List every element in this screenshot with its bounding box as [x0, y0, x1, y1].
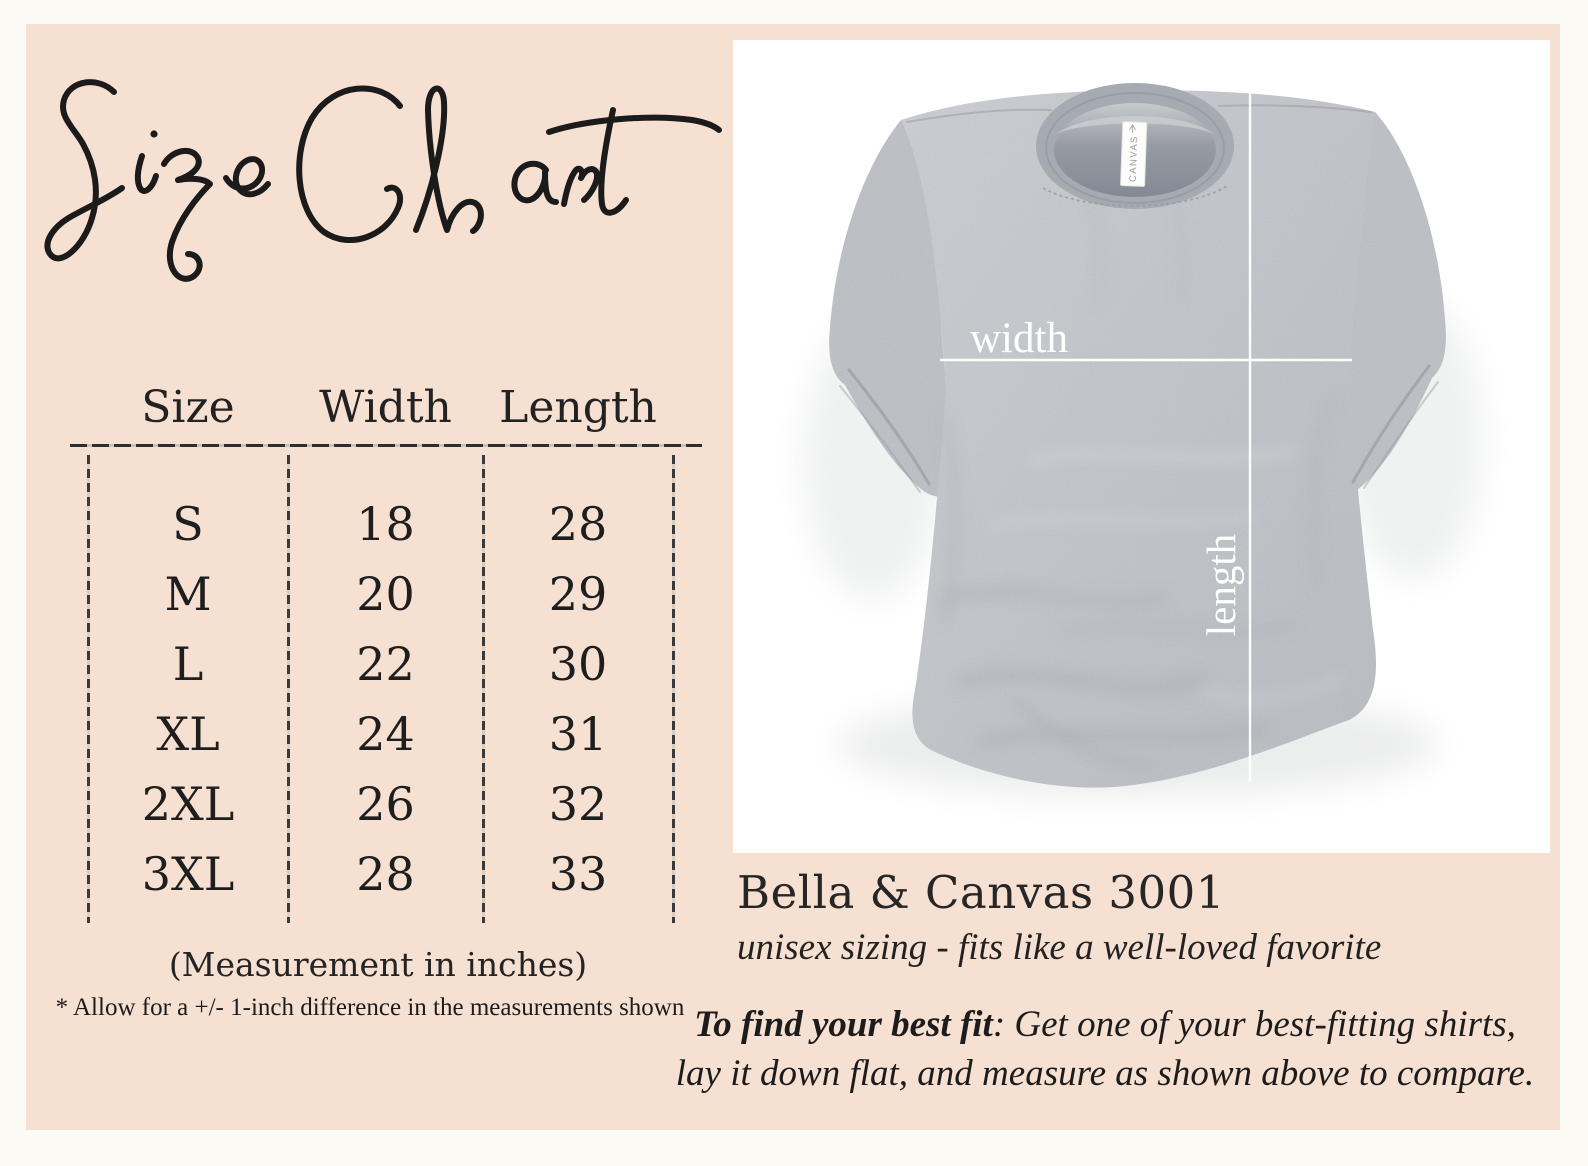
table-cell: 24	[356, 707, 415, 761]
table-divider-right	[672, 455, 675, 923]
script-letter-a	[511, 160, 559, 205]
script-letter-c	[296, 85, 404, 243]
table-cell: 20	[356, 567, 415, 621]
script-letter-z	[161, 147, 213, 282]
table-cell: 32	[548, 777, 608, 831]
table-cell: 2XL	[141, 777, 235, 831]
script-letter-i	[134, 153, 159, 194]
table-cell: 18	[356, 497, 415, 551]
table-header-rule	[70, 444, 702, 447]
table-cell: L	[172, 637, 204, 691]
fit-instructions-line2: lay it down flat, and measure as shown a…	[675, 1053, 1535, 1094]
width-measure-label: width	[970, 315, 1068, 362]
table-cell: M	[164, 567, 212, 621]
fit-rest: : Get one of your best-fitting shirts,	[992, 1004, 1516, 1045]
table-cell: 30	[548, 637, 608, 691]
table-cell: 26	[356, 777, 415, 831]
script-letter-r	[561, 165, 601, 207]
neck-tag: CANVAS	[1120, 121, 1148, 187]
product-subtitle: unisex sizing - fits like a well-loved f…	[737, 927, 1382, 968]
table-cell: 3XL	[141, 847, 235, 901]
product-name: Bella & Canvas 3001	[737, 866, 1225, 919]
fit-instructions: To find your best fit: Get one of your b…	[655, 1000, 1555, 1098]
script-letter-h	[413, 85, 484, 234]
page-title: Size Chart	[0, 0, 1, 1]
table-cell: XL	[156, 707, 220, 761]
measurement-overlay: width length	[940, 88, 1352, 782]
column-header-width: Width	[319, 381, 452, 433]
table-cell: S	[172, 497, 204, 551]
size-chart-script-title	[44, 79, 722, 282]
column-header-size: Size	[141, 381, 235, 433]
script-letter-e	[223, 156, 271, 198]
table-cell: 29	[548, 567, 608, 621]
size-table-header: Size Width Length	[88, 378, 673, 436]
script-t-crossbar	[546, 114, 722, 135]
tolerance-note: * Allow for a +/- 1-inch difference in t…	[55, 994, 685, 1021]
table-cell: 33	[548, 847, 608, 901]
table-divider-width-length	[482, 455, 485, 923]
script-i-dot	[150, 130, 158, 138]
neck-tag-text: CANVAS	[1128, 135, 1141, 182]
table-divider-left	[87, 455, 90, 923]
script-letter-t	[598, 107, 629, 216]
script-letter-s	[44, 79, 125, 262]
measurement-units-note: (Measurement in inches)	[168, 945, 588, 984]
table-cell: 28	[356, 847, 415, 901]
fit-lead: To find your best fit	[694, 1004, 993, 1045]
tshirt-seams	[839, 104, 1439, 493]
table-cell: 31	[548, 707, 608, 761]
size-table-body: S 18 28 M 20 29 L 22 30 XL 24 31 2XL 26 …	[88, 489, 673, 909]
length-measure-label: length	[1198, 534, 1244, 636]
table-cell: 22	[356, 637, 415, 691]
fit-instructions-line1: To find your best fit: Get one of your b…	[655, 1000, 1555, 1049]
tshirt-photo: CANVAS width length	[733, 40, 1550, 853]
column-header-length: Length	[499, 381, 657, 433]
table-divider-size-width	[287, 455, 290, 923]
tshirt-illustration: CANVAS width length	[803, 83, 1483, 797]
table-cell: 28	[548, 497, 608, 551]
